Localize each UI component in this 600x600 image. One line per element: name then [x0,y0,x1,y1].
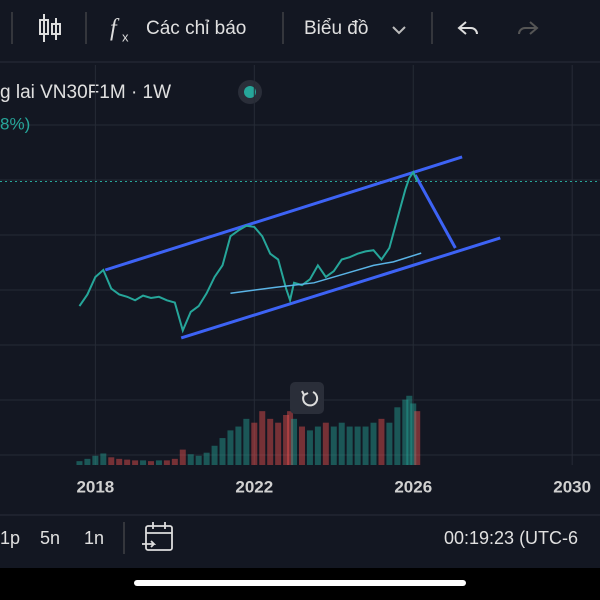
clock: 00:19:23 (UTC-6 [444,528,578,548]
volume-bar [330,426,337,465]
fx-icon[interactable]: f [110,16,120,42]
redo-button[interactable] [518,21,539,35]
volume-bar [92,455,99,465]
volume-bar [147,461,154,465]
volume-bar [370,422,377,465]
plot: 2018 2022 2026 2030 [0,65,600,496]
candle-icon[interactable] [39,14,61,42]
volume-bar [211,445,218,465]
volume-bar [124,459,131,465]
volume-bar [287,411,294,465]
volume-bar [394,407,401,465]
date-range-icon[interactable] [142,522,173,551]
volume-bar [179,449,186,465]
dropdown-arrow [392,26,406,35]
reset-button[interactable] [290,382,324,414]
volume-bar [243,418,250,465]
volume-bar [386,422,393,465]
volume-bar [354,426,361,465]
volume-bar [410,403,417,465]
volume-bar [132,460,139,465]
volume-bar [219,438,226,465]
volume-bar [414,411,421,465]
volume-bar [275,422,282,465]
interval-button[interactable]: 5n [40,528,60,548]
volume-bar [116,458,123,465]
volume-bar [291,418,298,465]
volume-bar [235,426,242,465]
volume-bar [378,418,385,465]
trend-line [413,174,457,249]
volume-bar [227,430,234,465]
volume-bar [283,415,290,465]
x-tick-label: 2030 [553,477,591,496]
volume-bar [100,453,107,465]
interval-button[interactable]: 1p [0,528,20,548]
grid [0,124,600,456]
volume-bar [195,455,202,465]
reset-icon [301,390,319,407]
volume-bar [259,411,266,465]
volume-bar [362,426,369,465]
indicators-button[interactable]: Các chỉ báo [146,18,246,39]
intervals: 1p 5n 1n [0,528,104,548]
status-dot [244,86,256,98]
trend-line [104,155,463,272]
volume-bar [322,422,329,465]
interval-button[interactable]: 1n [84,528,104,548]
volume-bar [171,458,178,465]
volume-bar [155,460,162,465]
volume-bar [346,426,353,465]
trend-line [180,236,501,340]
volume-bar [108,457,115,465]
toolbar: f x Các chỉ báo Biểu đồ [11,12,539,44]
volume-bar [306,430,313,465]
volume-bar [76,461,83,465]
symbol-label: g lai VN30F1M · 1W [0,82,171,103]
volume-bar [406,395,413,465]
x-tick-label: 2026 [394,477,432,496]
fx-icon[interactable]: x [122,29,129,44]
price-line [78,170,419,334]
x-tick-label: 2018 [76,477,114,496]
change-label: 8%) [0,114,30,133]
volume-bar [267,418,274,465]
volume-bar [84,458,91,465]
volume-bar [251,422,258,465]
undo-button[interactable] [457,21,478,35]
volume-bar [187,454,194,465]
volume-bar [402,399,409,465]
volume-bar [203,452,210,465]
moving-average [230,252,422,295]
volume-bar [298,426,305,465]
volume-bar [163,460,170,465]
volume-bar [140,460,147,465]
chart-type-button[interactable]: Biểu đồ [304,18,368,39]
volume-bar [338,422,345,465]
volume-bar [314,426,321,465]
home-indicator [134,580,466,586]
x-tick-label: 2022 [235,477,273,496]
